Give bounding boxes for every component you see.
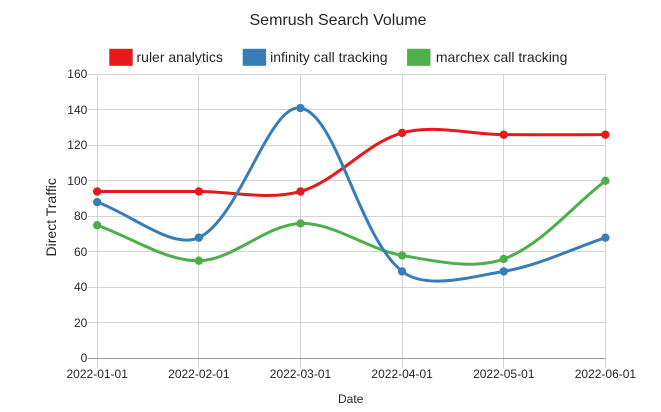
svg-text:80: 80 [74,209,88,223]
svg-text:ruler analytics: ruler analytics [137,49,223,65]
svg-text:Semrush Search Volume: Semrush Search Volume [250,12,427,29]
svg-text:2022-02-01: 2022-02-01 [168,367,230,381]
svg-text:40: 40 [74,280,88,294]
svg-text:2022-01-01: 2022-01-01 [67,367,129,381]
svg-text:infinity call tracking: infinity call tracking [270,49,388,65]
svg-text:Direct Traffic: Direct Traffic [43,178,59,256]
svg-text:2022-03-01: 2022-03-01 [270,367,332,381]
svg-text:Date: Date [338,392,364,406]
svg-text:60: 60 [74,245,88,259]
svg-text:140: 140 [67,103,87,117]
svg-text:2022-05-01: 2022-05-01 [473,367,535,381]
svg-text:120: 120 [67,138,87,152]
svg-text:20: 20 [74,316,88,330]
svg-text:marchex call tracking: marchex call tracking [436,49,568,65]
svg-text:2022-06-01: 2022-06-01 [575,367,637,381]
svg-text:2022-04-01: 2022-04-01 [371,367,433,381]
svg-text:0: 0 [81,351,88,365]
svg-text:100: 100 [67,174,87,188]
svg-text:160: 160 [67,67,87,81]
